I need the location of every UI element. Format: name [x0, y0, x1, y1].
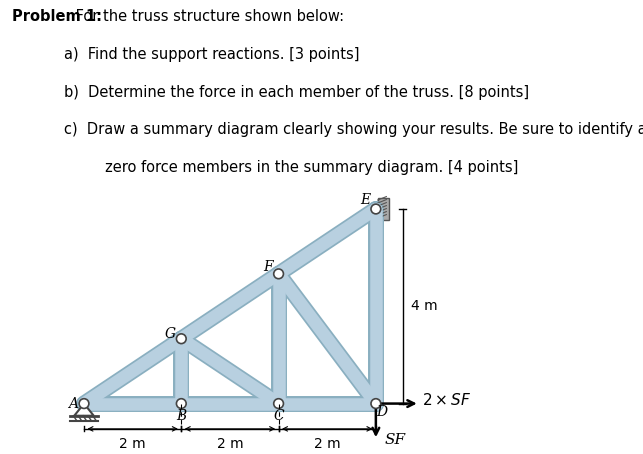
- Text: 4 m: 4 m: [412, 299, 438, 313]
- Text: E: E: [360, 193, 370, 207]
- Text: For the truss structure shown below:: For the truss structure shown below:: [71, 9, 344, 24]
- Bar: [378, 198, 388, 220]
- Text: $2 \times SF$: $2 \times SF$: [422, 392, 471, 408]
- Text: F: F: [263, 260, 273, 274]
- Circle shape: [274, 269, 284, 279]
- Circle shape: [371, 204, 381, 214]
- Circle shape: [79, 399, 89, 409]
- Text: C: C: [273, 409, 284, 423]
- Circle shape: [371, 399, 381, 409]
- Text: zero force members in the summary diagram. [4 points]: zero force members in the summary diagra…: [82, 160, 519, 175]
- Text: Problem 1:: Problem 1:: [12, 9, 102, 24]
- Circle shape: [274, 399, 284, 409]
- Circle shape: [176, 334, 186, 344]
- Text: D: D: [376, 405, 387, 419]
- Text: A: A: [68, 397, 78, 410]
- Circle shape: [176, 399, 186, 409]
- Text: 2 m: 2 m: [217, 437, 243, 451]
- Polygon shape: [75, 404, 94, 416]
- Text: 2 m: 2 m: [120, 437, 146, 451]
- Text: b)  Determine the force in each member of the truss. [8 points]: b) Determine the force in each member of…: [64, 84, 529, 99]
- Text: c)  Draw a summary diagram clearly showing your results. Be sure to identify any: c) Draw a summary diagram clearly showin…: [64, 123, 643, 138]
- Text: a)  Find the support reactions. [3 points]: a) Find the support reactions. [3 points…: [64, 47, 360, 62]
- Text: SF: SF: [385, 433, 406, 447]
- Text: B: B: [176, 409, 186, 423]
- Text: G: G: [165, 327, 176, 341]
- Text: 2 m: 2 m: [314, 437, 341, 451]
